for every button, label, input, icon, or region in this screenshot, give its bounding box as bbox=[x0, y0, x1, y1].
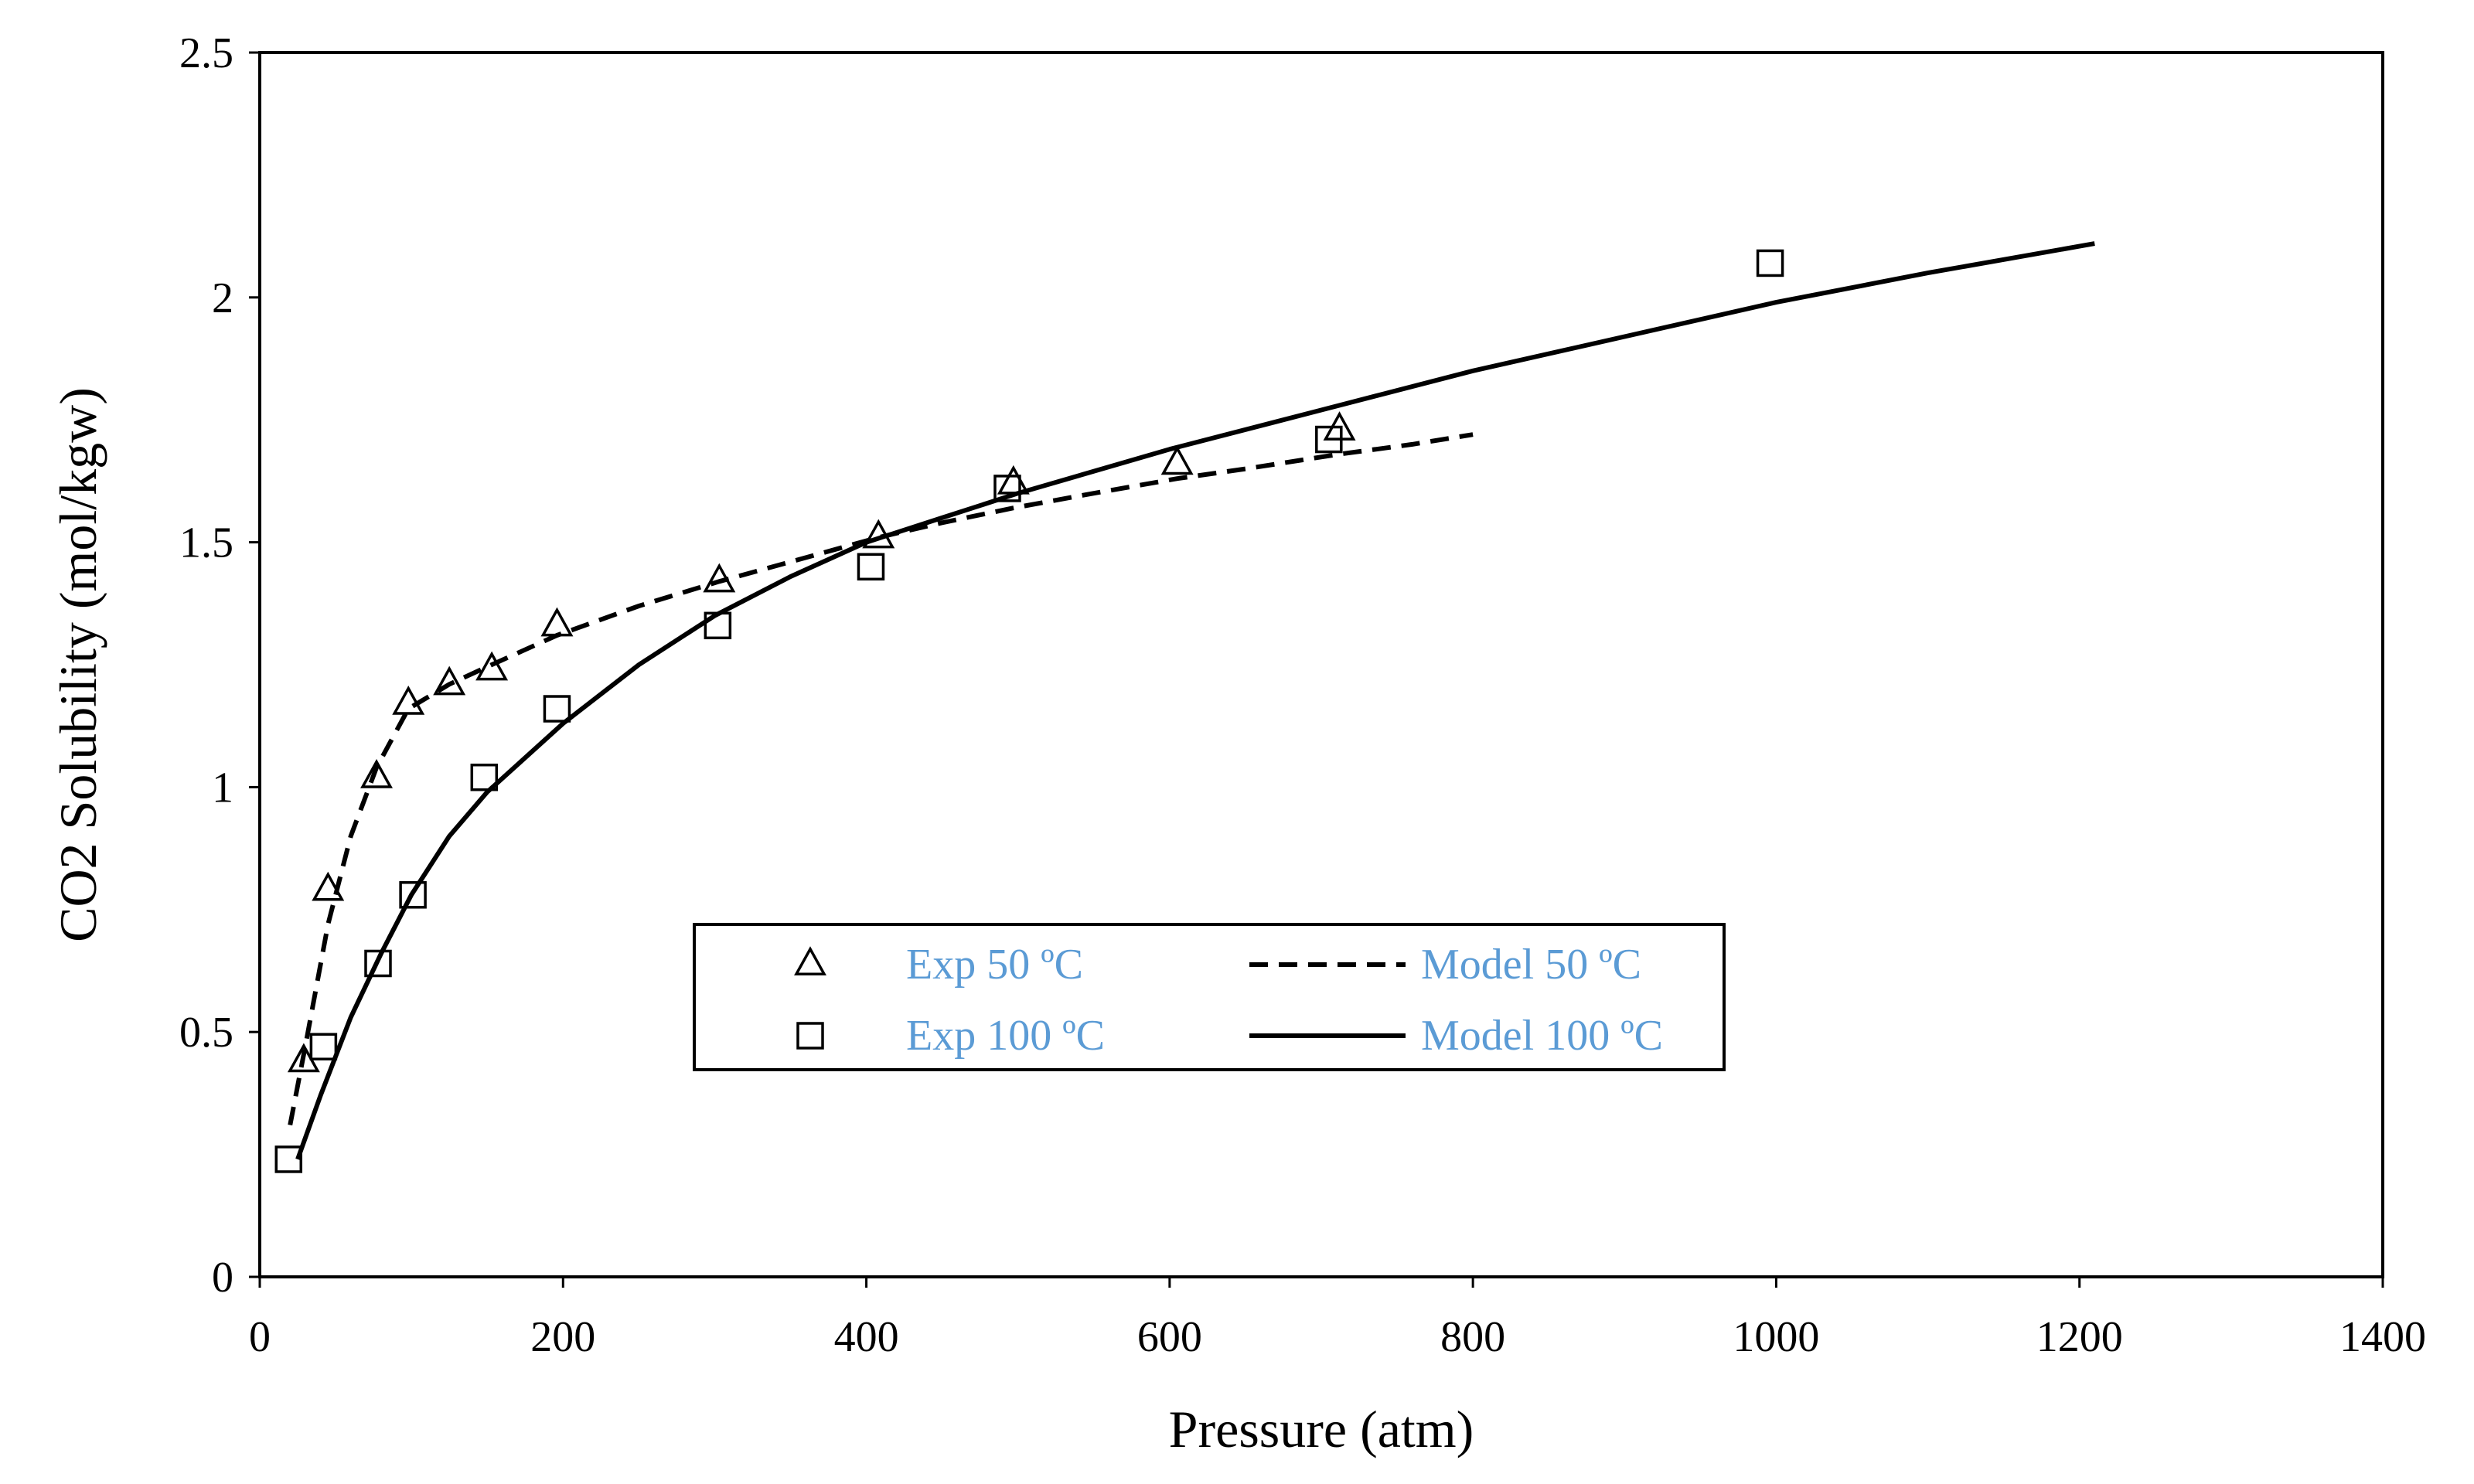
axis-ticks: 0 200 400 600 800 1000 1200 1400 0 0.5 1 1.5 2 2.5 bbox=[179, 29, 2426, 1361]
exp-100-point bbox=[364, 949, 392, 978]
y-tick-label: 2 bbox=[212, 274, 233, 322]
exp-50-point bbox=[312, 871, 345, 901]
exp-100-point bbox=[399, 881, 427, 909]
exp-50-point bbox=[475, 651, 509, 681]
x-tick-label: 1000 bbox=[1733, 1313, 1819, 1361]
exp-100-point bbox=[993, 475, 1021, 502]
legend-label-model-100: Model 100 ºC bbox=[1421, 1012, 1663, 1060]
x-tick-label: 800 bbox=[1440, 1313, 1505, 1361]
exp-50-point bbox=[360, 759, 394, 788]
y-tick-label: 1.5 bbox=[179, 519, 233, 567]
x-axis-title: Pressure (atm) bbox=[1169, 1400, 1474, 1458]
x-tick-label: 1200 bbox=[2036, 1313, 2123, 1361]
legend-box bbox=[693, 923, 1726, 1071]
y-tick-label: 1 bbox=[212, 764, 233, 812]
series-layer bbox=[274, 241, 2095, 1173]
legend: Exp 50 ºC Model 50 ºC Exp 100 ºC Model 1… bbox=[693, 923, 1726, 1071]
series-line-3 bbox=[295, 241, 2095, 1160]
y-axis-title: CO2 Solubility (mol/kgw) bbox=[49, 387, 107, 942]
y-tick-label: 2.5 bbox=[179, 29, 233, 77]
exp-50-point bbox=[997, 465, 1030, 495]
exp-100-point bbox=[274, 1145, 303, 1173]
exp-100-point bbox=[309, 1033, 338, 1060]
x-tick-label: 200 bbox=[530, 1313, 595, 1361]
exp-50-point bbox=[1160, 445, 1194, 475]
exp-50-point bbox=[392, 685, 425, 715]
exp-100-point bbox=[1756, 249, 1784, 277]
exp-100-point bbox=[1315, 425, 1343, 454]
exp-100-point bbox=[704, 611, 732, 640]
x-tick-label: 600 bbox=[1137, 1313, 1202, 1361]
plot-area-frame bbox=[258, 51, 2384, 1278]
exp-100-point bbox=[857, 553, 885, 581]
legend-label-model-50: Model 50 ºC bbox=[1421, 941, 1641, 989]
exp-100-point bbox=[543, 695, 571, 723]
exp-100-point bbox=[470, 763, 499, 791]
exp-50-point bbox=[433, 665, 466, 696]
x-tick-label: 400 bbox=[834, 1313, 899, 1361]
legend-label-exp-50: Exp 50 ºC bbox=[906, 941, 1083, 989]
exp-50-point bbox=[862, 519, 895, 549]
y-tick-label: 0.5 bbox=[179, 1009, 233, 1057]
series-line-1 bbox=[288, 432, 1474, 1126]
exp-50-point bbox=[703, 563, 736, 593]
y-tick-label: 0 bbox=[212, 1254, 233, 1302]
x-tick-label: 0 bbox=[249, 1313, 271, 1361]
legend-triangle-marker bbox=[794, 946, 826, 976]
legend-square-marker bbox=[796, 1022, 824, 1050]
x-tick-label: 1400 bbox=[2339, 1313, 2426, 1361]
exp-50-point bbox=[540, 607, 574, 637]
legend-label-exp-100: Exp 100 ºC bbox=[906, 1012, 1105, 1060]
